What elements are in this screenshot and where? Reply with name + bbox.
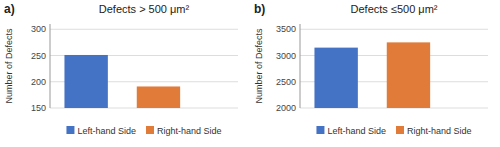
- y-tick-label: 300: [31, 24, 46, 34]
- y-axis-label: Number of Defects: [4, 28, 14, 104]
- bar: [64, 55, 107, 108]
- panel: b) Defects ≤500 μm² Number of Defects 2000 2…: [254, 2, 488, 136]
- legend-label: Right-hand Side: [407, 126, 472, 136]
- y-axis-label: Number of Defects: [254, 28, 264, 104]
- legend-swatch: [66, 126, 74, 134]
- figure: a) Defects > 500 μm² Number of Defects 150 2…: [0, 0, 500, 147]
- legend-label: Right-hand Side: [157, 126, 222, 136]
- bar: [387, 42, 430, 108]
- y-axis-line: [50, 24, 51, 108]
- bars: [64, 55, 180, 108]
- legend: Left-hand Side Right-hand Side: [316, 126, 471, 136]
- legend: Left-hand Side Right-hand Side: [66, 126, 221, 136]
- grid-line: [50, 29, 238, 30]
- y-tick-label: 250: [31, 51, 46, 61]
- y-tick-label: 200: [31, 77, 46, 87]
- bars: [314, 42, 430, 108]
- y-axis-line: [300, 24, 301, 108]
- grid-line: [300, 29, 488, 30]
- y-tick-label: 2000: [276, 103, 296, 113]
- legend-label: Left-hand Side: [327, 126, 386, 136]
- panel-label: b): [254, 2, 265, 16]
- legend-swatch: [396, 126, 404, 134]
- panel: a) Defects > 500 μm² Number of Defects 150 2…: [4, 2, 238, 136]
- y-tick-label: 150: [31, 103, 46, 113]
- y-tick-label: 3000: [276, 51, 296, 61]
- title: Defects ≤500 μm²: [351, 3, 438, 15]
- legend-swatch: [146, 126, 154, 134]
- y-tick-label: 3500: [276, 24, 296, 34]
- legend-swatch: [316, 126, 324, 134]
- bar: [137, 86, 180, 108]
- legend-label: Left-hand Side: [77, 126, 136, 136]
- y-tick-label: 2500: [276, 77, 296, 87]
- panel-label: a): [4, 2, 15, 16]
- title: Defects > 500 μm²: [99, 3, 190, 15]
- bar: [314, 48, 357, 108]
